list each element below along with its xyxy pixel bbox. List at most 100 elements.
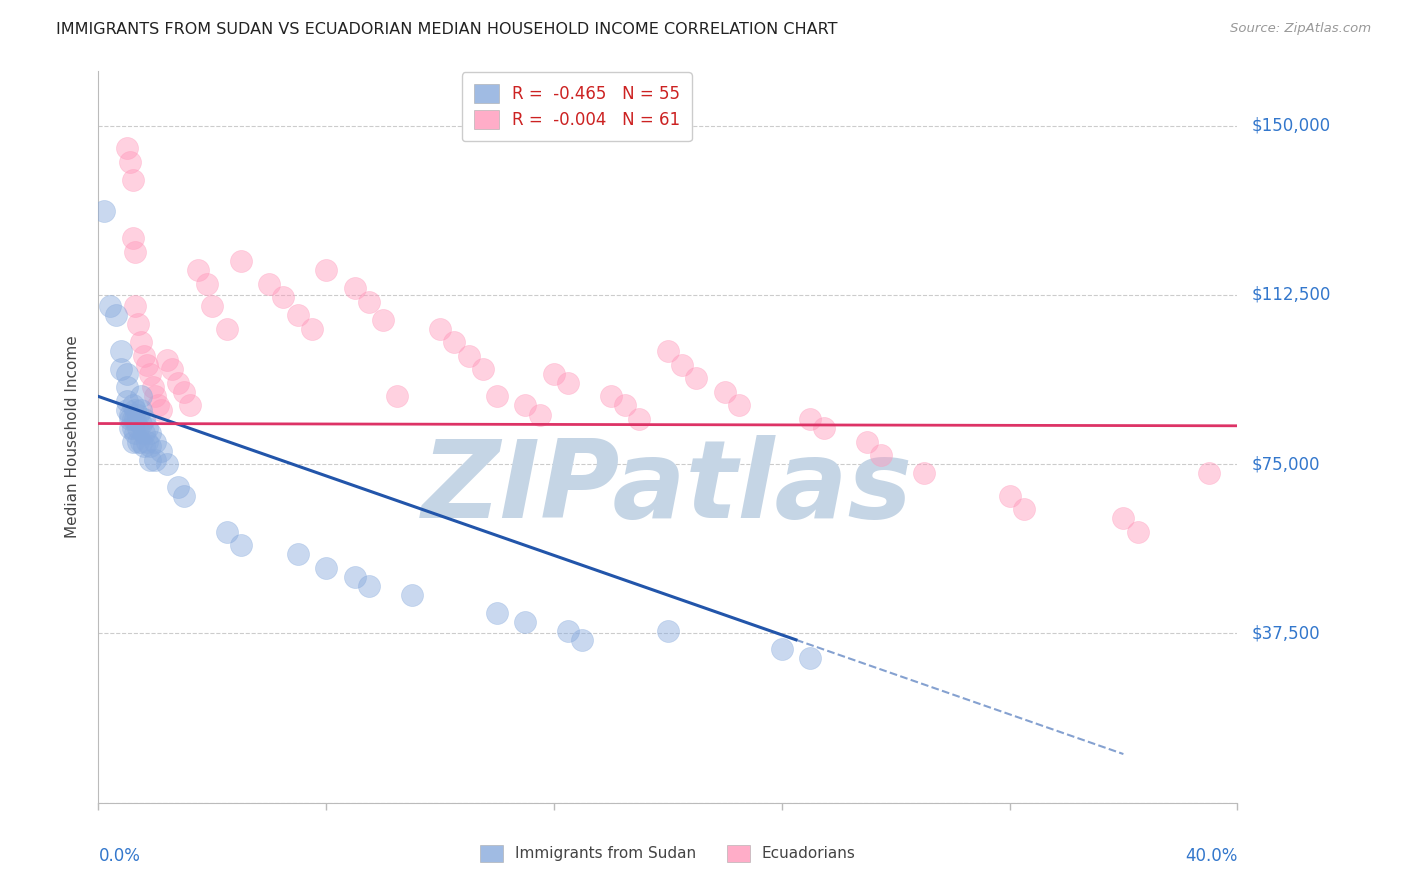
Point — [127, 408, 149, 422]
Point — [315, 561, 337, 575]
Point — [486, 606, 509, 620]
Point — [657, 624, 679, 639]
Text: $112,500: $112,500 — [1251, 285, 1330, 304]
Point — [129, 335, 152, 350]
Point — [557, 376, 579, 390]
Text: $37,500: $37,500 — [1251, 624, 1320, 642]
Point — [138, 425, 160, 440]
Point — [141, 380, 163, 394]
Point — [115, 403, 138, 417]
Point — [628, 412, 651, 426]
Point — [201, 299, 224, 313]
Point — [129, 403, 152, 417]
Point — [614, 399, 637, 413]
Point — [118, 154, 141, 169]
Point — [132, 412, 155, 426]
Point — [127, 317, 149, 331]
Point — [357, 579, 380, 593]
Point — [657, 344, 679, 359]
Point — [135, 434, 157, 449]
Point — [145, 389, 167, 403]
Point — [124, 412, 146, 426]
Point — [173, 384, 195, 399]
Point — [110, 362, 132, 376]
Text: 40.0%: 40.0% — [1185, 847, 1237, 864]
Point — [121, 421, 143, 435]
Text: IMMIGRANTS FROM SUDAN VS ECUADORIAN MEDIAN HOUSEHOLD INCOME CORRELATION CHART: IMMIGRANTS FROM SUDAN VS ECUADORIAN MEDI… — [56, 22, 838, 37]
Point — [124, 403, 146, 417]
Point — [115, 380, 138, 394]
Point — [1112, 511, 1135, 525]
Point — [104, 308, 127, 322]
Point — [515, 615, 537, 630]
Point — [138, 452, 160, 467]
Point — [150, 403, 173, 417]
Point — [129, 434, 152, 449]
Point — [357, 294, 380, 309]
Point — [343, 570, 366, 584]
Point — [457, 349, 479, 363]
Point — [173, 489, 195, 503]
Point — [162, 362, 184, 376]
Point — [138, 439, 160, 453]
Point — [121, 399, 143, 413]
Point — [179, 399, 201, 413]
Point — [529, 408, 551, 422]
Point — [1012, 502, 1035, 516]
Point — [429, 322, 451, 336]
Point — [259, 277, 281, 291]
Point — [167, 376, 190, 390]
Point — [118, 412, 141, 426]
Point — [215, 322, 238, 336]
Point — [124, 244, 146, 259]
Point — [148, 399, 170, 413]
Point — [129, 417, 152, 431]
Point — [315, 263, 337, 277]
Point — [121, 412, 143, 426]
Text: Source: ZipAtlas.com: Source: ZipAtlas.com — [1230, 22, 1371, 36]
Point — [273, 290, 295, 304]
Point — [387, 389, 409, 403]
Point — [301, 322, 323, 336]
Point — [714, 384, 737, 399]
Point — [1198, 466, 1220, 480]
Point — [543, 367, 565, 381]
Point — [287, 548, 309, 562]
Point — [486, 389, 509, 403]
Point — [115, 394, 138, 409]
Point — [98, 299, 121, 313]
Point — [118, 421, 141, 435]
Point — [132, 425, 155, 440]
Point — [215, 524, 238, 539]
Point — [998, 489, 1021, 503]
Point — [685, 371, 707, 385]
Point — [229, 538, 252, 552]
Point — [121, 172, 143, 186]
Point — [443, 335, 465, 350]
Point — [135, 358, 157, 372]
Text: 0.0%: 0.0% — [98, 847, 141, 864]
Point — [1126, 524, 1149, 539]
Point — [557, 624, 579, 639]
Point — [799, 651, 821, 665]
Point — [287, 308, 309, 322]
Point — [571, 633, 593, 648]
Point — [373, 312, 395, 326]
Point — [127, 434, 149, 449]
Point — [343, 281, 366, 295]
Point — [728, 399, 751, 413]
Point — [124, 299, 146, 313]
Point — [856, 434, 879, 449]
Point — [799, 412, 821, 426]
Point — [229, 254, 252, 268]
Point — [132, 349, 155, 363]
Point — [515, 399, 537, 413]
Point — [127, 421, 149, 435]
Point — [187, 263, 209, 277]
Point — [671, 358, 693, 372]
Point — [121, 231, 143, 245]
Point — [118, 408, 141, 422]
Text: ZIPatlas: ZIPatlas — [422, 435, 914, 541]
Point — [770, 642, 793, 657]
Point — [600, 389, 623, 403]
